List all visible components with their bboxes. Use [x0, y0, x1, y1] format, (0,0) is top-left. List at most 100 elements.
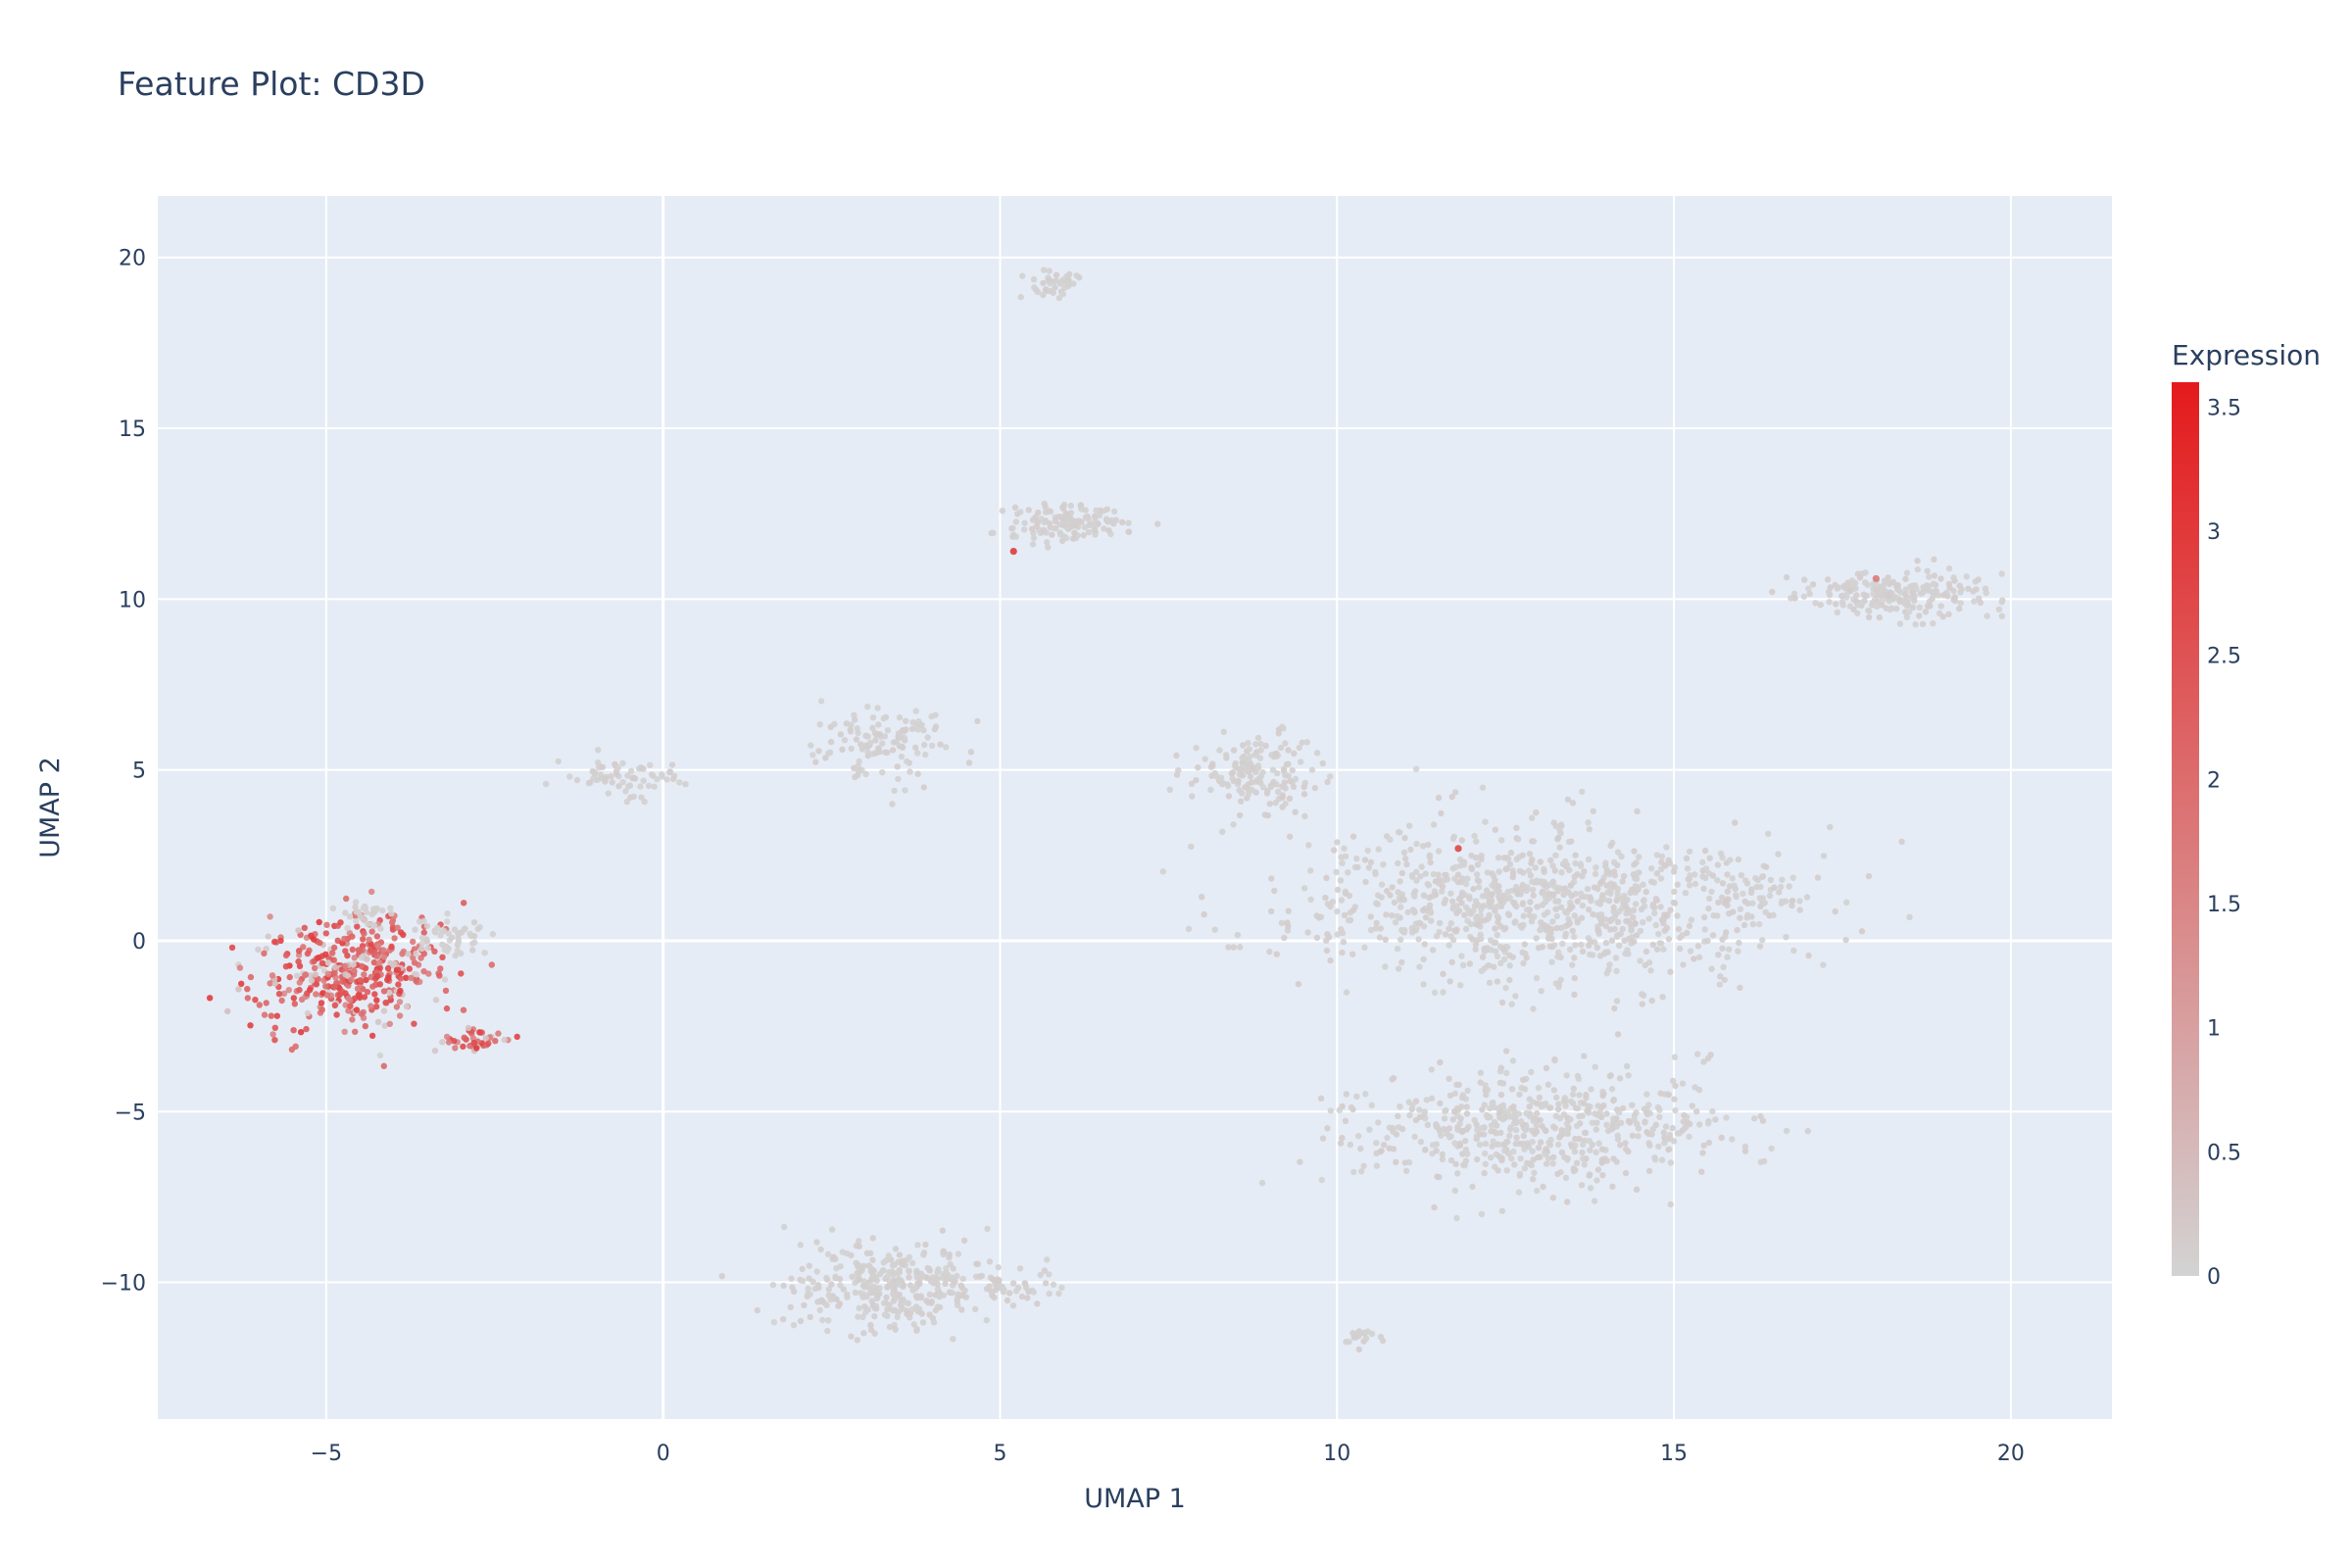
- data-point: [1460, 861, 1468, 868]
- data-point: [1674, 912, 1681, 919]
- data-point: [1488, 1122, 1495, 1129]
- data-point: [864, 749, 871, 756]
- data-point: [466, 930, 473, 938]
- data-point: [1625, 1117, 1633, 1125]
- data-point: [630, 774, 638, 781]
- data-point: [1691, 880, 1699, 888]
- data-point: [1528, 1161, 1536, 1169]
- data-point: [324, 970, 332, 977]
- data-point: [1389, 912, 1396, 919]
- data-point: [1519, 852, 1527, 858]
- data-point: [1529, 886, 1537, 894]
- data-point: [1530, 1176, 1537, 1183]
- data-point: [912, 744, 919, 752]
- data-point: [1401, 1159, 1409, 1166]
- data-point: [864, 733, 871, 740]
- data-point: [1603, 1121, 1610, 1129]
- data-point: [1547, 1136, 1554, 1144]
- data-point: [781, 1223, 788, 1231]
- data-point: [1029, 541, 1037, 548]
- data-point: [1311, 784, 1319, 792]
- data-point: [1473, 838, 1480, 845]
- data-point: [1574, 1104, 1582, 1112]
- data-point: [914, 1273, 922, 1281]
- data-point: [1744, 900, 1751, 907]
- data-point: [366, 936, 372, 944]
- data-point: [1454, 1170, 1461, 1177]
- data-point: [1616, 942, 1623, 950]
- data-point: [1578, 941, 1585, 949]
- data-point: [871, 729, 879, 737]
- data-point: [452, 1045, 459, 1052]
- data-point: [1259, 784, 1267, 791]
- data-point: [1368, 1102, 1376, 1109]
- data-point: [1716, 981, 1724, 988]
- data-point: [238, 980, 245, 987]
- data-point: [1550, 1087, 1558, 1094]
- y-axis-title: UMAP 2: [35, 757, 66, 858]
- data-point: [1459, 875, 1466, 882]
- data-point: [439, 1039, 446, 1046]
- data-point: [282, 952, 290, 959]
- y-tick-label: 0: [132, 930, 146, 955]
- data-point: [1282, 740, 1289, 747]
- data-point: [663, 776, 670, 783]
- data-point: [1592, 864, 1599, 871]
- data-point: [1853, 592, 1860, 599]
- data-point: [1334, 931, 1341, 938]
- data-point: [1093, 507, 1100, 514]
- data-point: [470, 919, 478, 926]
- data-point: [1574, 898, 1581, 905]
- data-point: [1442, 931, 1449, 938]
- data-point: [1064, 280, 1071, 287]
- data-point: [983, 1316, 990, 1324]
- data-point: [1327, 956, 1334, 964]
- data-point: [1451, 927, 1458, 934]
- data-point: [1435, 871, 1442, 878]
- data-point: [1998, 599, 2005, 606]
- data-point: [1533, 808, 1540, 816]
- data-point: [949, 1289, 956, 1297]
- data-point: [1581, 1161, 1589, 1168]
- data-point: [1681, 1111, 1688, 1119]
- data-point: [822, 755, 829, 761]
- data-point: [847, 726, 854, 733]
- data-point: [1567, 1098, 1575, 1105]
- data-point: [1700, 885, 1707, 892]
- data-point: [1995, 606, 2003, 612]
- x-tick-label: 10: [1323, 1442, 1350, 1466]
- data-point: [1298, 739, 1305, 746]
- data-point: [1273, 951, 1281, 957]
- data-point: [1605, 966, 1612, 973]
- data-point: [926, 1291, 933, 1298]
- data-point: [1593, 944, 1601, 952]
- data-point: [1497, 959, 1504, 967]
- data-point: [1041, 1267, 1049, 1274]
- data-point: [384, 964, 392, 972]
- data-point: [1640, 881, 1646, 888]
- data-point: [797, 1242, 804, 1249]
- data-point: [1733, 894, 1740, 901]
- data-point: [1477, 1069, 1485, 1076]
- data-point: [1301, 812, 1308, 820]
- data-point: [1543, 1064, 1550, 1072]
- data-point: [1945, 611, 1952, 617]
- data-point: [1046, 268, 1053, 274]
- data-point: [1537, 858, 1544, 865]
- data-point: [1433, 933, 1441, 940]
- data-point: [1502, 865, 1509, 873]
- data-point: [458, 970, 465, 977]
- data-point: [1494, 978, 1501, 985]
- data-point: [1458, 900, 1465, 906]
- data-point: [1865, 613, 1873, 621]
- data-point: [1563, 861, 1571, 868]
- data-point: [1726, 883, 1734, 890]
- data-point: [1434, 1173, 1441, 1180]
- data-point: [1564, 1156, 1571, 1163]
- data-point: [351, 955, 358, 961]
- data-point: [1679, 1080, 1687, 1087]
- data-point: [1671, 888, 1678, 896]
- data-point: [1296, 744, 1302, 752]
- data-point: [1049, 531, 1055, 538]
- data-point: [1304, 929, 1311, 936]
